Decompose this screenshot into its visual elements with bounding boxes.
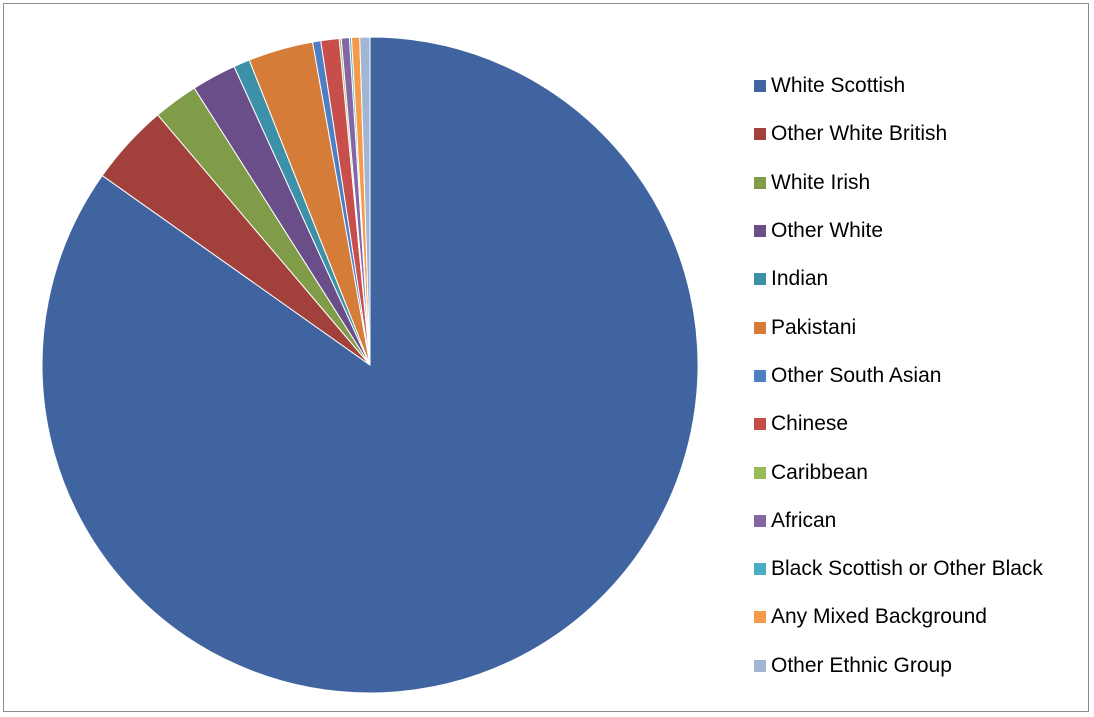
pie-slice-other-ethnic-group [359,36,371,366]
chart-area: White Scottish Other White British White I… [3,3,1089,712]
pie-chart [41,36,699,694]
legend-swatch [754,369,766,382]
legend-swatch [754,659,766,672]
legend-swatch [754,466,766,479]
legend-label: African [771,508,837,532]
legend-swatch [754,418,766,431]
legend-swatch [754,225,766,238]
legend-item-other-south-asian: Other South Asian [754,352,1043,400]
legend-swatch [754,80,766,93]
legend-item-indian: Indian [754,255,1043,303]
legend-swatch [754,611,766,624]
legend-item-chinese: Chinese [754,400,1043,448]
legend-item-other-ethnic-group: Other Ethnic Group [754,642,1043,690]
chart-legend: White Scottish Other White British White I… [754,62,1043,690]
legend-item-white-scottish: White Scottish [754,62,1043,110]
legend-swatch [754,128,766,141]
legend-swatch [754,273,766,286]
legend-item-white-irish: White Irish [754,159,1043,207]
legend-swatch [754,321,766,334]
legend-item-black-scottish-or-other-black: Black Scottish or Other Black [754,545,1043,593]
legend-item-caribbean: Caribbean [754,448,1043,496]
legend-label: Caribbean [771,460,868,484]
legend-label: White Scottish [771,74,906,98]
legend-label: Chinese [771,412,849,436]
legend-item-other-white-british: Other White British [754,110,1043,158]
legend-swatch [754,514,766,527]
legend-label: Other White British [771,122,948,146]
legend-label: Indian [771,267,829,291]
legend-swatch [754,176,766,189]
legend-label: Other Ethnic Group [771,653,952,677]
legend-label: Other White [771,219,884,243]
legend-item-african: African [754,497,1043,545]
legend-label: Pakistani [771,315,857,339]
legend-item-any-mixed-background: Any Mixed Background [754,593,1043,641]
legend-label: Any Mixed Background [771,605,987,629]
legend-item-pakistani: Pakistani [754,303,1043,351]
legend-label: Black Scottish or Other Black [771,557,1043,581]
legend-label: Other South Asian [771,363,942,387]
legend-swatch [754,563,766,576]
legend-item-other-white: Other White [754,207,1043,255]
legend-label: White Irish [771,170,871,194]
